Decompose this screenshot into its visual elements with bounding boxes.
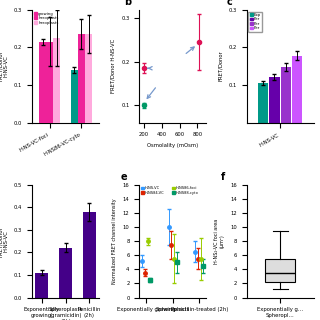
Bar <box>292 56 302 123</box>
Legend: H-NS-VC, H-NS84-VC, H-NS86-foci, H-NS88-cyto: H-NS-VC, H-NS84-VC, H-NS86-foci, H-NS88-… <box>141 187 199 195</box>
Y-axis label: H-NS₂-VC foci area
(μm²): H-NS₂-VC foci area (μm²) <box>214 219 225 264</box>
Bar <box>46 42 53 123</box>
Bar <box>78 34 85 123</box>
Text: b: b <box>124 0 132 7</box>
Text: c: c <box>227 0 232 7</box>
Bar <box>53 38 60 123</box>
Y-axis label: FRET/Donor
H-NS-VC: FRET/Donor H-NS-VC <box>0 226 8 257</box>
Text: e: e <box>121 172 127 182</box>
Y-axis label: FRET/Donor
H-NS-VC: FRET/Donor H-NS-VC <box>0 51 8 82</box>
Bar <box>39 42 46 123</box>
Y-axis label: FRET/Donor H-NS-VC: FRET/Donor H-NS-VC <box>111 39 116 93</box>
Bar <box>85 34 92 123</box>
X-axis label: Osmolality (mOsm): Osmolality (mOsm) <box>147 143 198 148</box>
Text: f: f <box>221 172 225 182</box>
Bar <box>35 273 48 298</box>
Legend: Exp, Per, Per, Per: Exp, Per, Per, Per <box>249 12 262 32</box>
PathPatch shape <box>265 259 295 282</box>
Bar <box>258 83 268 123</box>
Bar <box>83 212 96 298</box>
Bar <box>71 70 78 123</box>
Bar <box>281 67 291 123</box>
Y-axis label: FRET/Donor: FRET/Donor <box>218 51 223 82</box>
Y-axis label: Normalized FRET channel intensity: Normalized FRET channel intensity <box>112 198 117 284</box>
Bar <box>59 248 72 298</box>
Legend: growing, heroplasts, heroplasts: growing, heroplasts, heroplasts <box>34 12 59 25</box>
Bar <box>269 77 279 123</box>
